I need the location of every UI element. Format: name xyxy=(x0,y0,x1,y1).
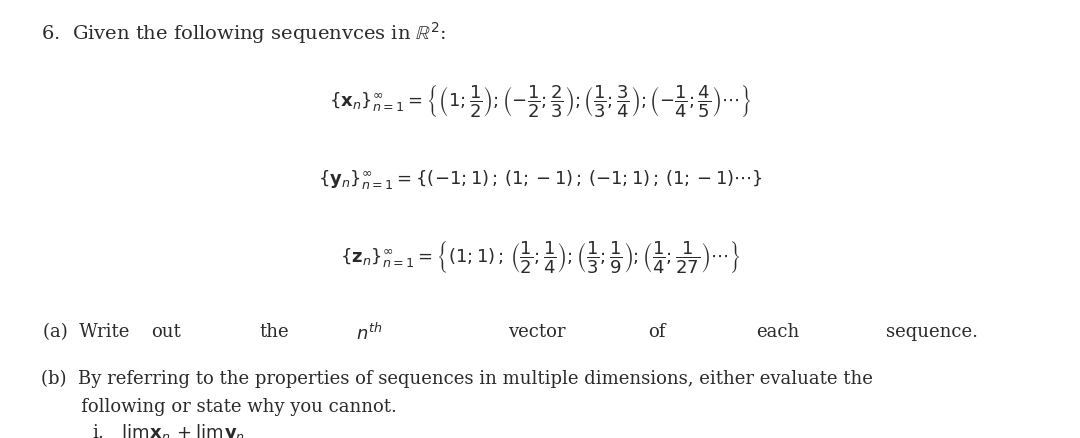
Text: vector: vector xyxy=(508,322,565,340)
Text: the: the xyxy=(259,322,288,340)
Text: sequence.: sequence. xyxy=(886,322,977,340)
Text: of: of xyxy=(648,322,665,340)
Text: (a)  Write: (a) Write xyxy=(43,322,130,340)
Text: following or state why you cannot.: following or state why you cannot. xyxy=(41,397,397,415)
Text: 6.  Given the following sequenvces in $\mathbb{R}^2$:: 6. Given the following sequenvces in $\m… xyxy=(41,20,446,46)
Text: i.   $\lim_{n\to\infty}\mathbf{x}_n + \lim_{n\to\infty}\mathbf{y}_n$: i. $\lim_{n\to\infty}\mathbf{x}_n + \lim… xyxy=(92,421,245,438)
Text: out: out xyxy=(151,322,181,340)
Text: each: each xyxy=(756,322,799,340)
Text: $\{\mathbf{y}_n\}_{n=1}^{\infty} = \{(-1;1)\,;\,(1;-1)\,;\,(-1;1)\,;\,(1;-1)\cdo: $\{\mathbf{y}_n\}_{n=1}^{\infty} = \{(-1… xyxy=(318,169,762,191)
Text: $\{\mathbf{z}_n\}_{n=1}^{\infty} = \left\{(1;1)\,;\,\left(\dfrac{1}{2};\dfrac{1}: $\{\mathbf{z}_n\}_{n=1}^{\infty} = \left… xyxy=(340,239,740,275)
Text: (b)  By referring to the properties of sequences in multiple dimensions, either : (b) By referring to the properties of se… xyxy=(41,369,873,387)
Text: $n^{th}$: $n^{th}$ xyxy=(356,322,382,343)
Text: $\{\mathbf{x}_n\}_{n=1}^{\infty} = \left\{\left(1;\dfrac{1}{2}\right);\left(-\df: $\{\mathbf{x}_n\}_{n=1}^{\infty} = \left… xyxy=(328,83,752,119)
